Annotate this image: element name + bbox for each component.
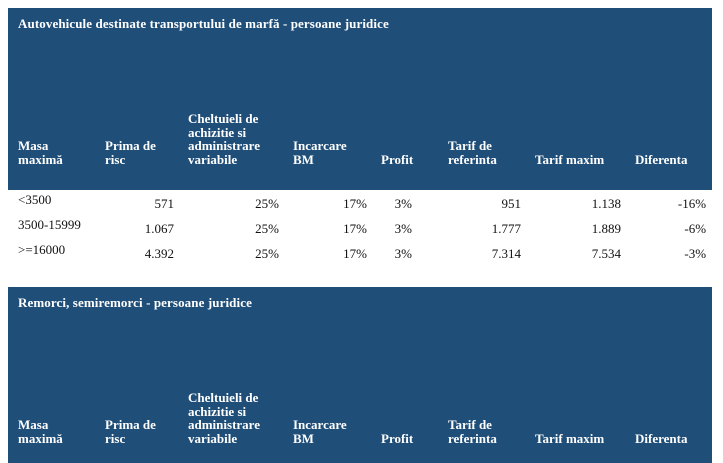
cell-tarif-referinta: 7.314 [430, 240, 527, 265]
cell-profit: 3% [373, 240, 430, 265]
cell-prima-de-risc: 571 [97, 190, 180, 215]
column-header-masa-maxima: Masa maximă [8, 38, 97, 190]
column-header-cheltuieli: Cheltuieli de achizitie si administrare … [180, 317, 285, 463]
cell-masa-maxima: >=16000 [8, 240, 97, 265]
table-title: Autovehicule destinate transportului de … [8, 8, 713, 38]
column-header-incarcare-bm: Incarcare BM [285, 38, 373, 190]
cell-masa-maxima: <3500 [8, 190, 97, 215]
cell-incarcare-bm: 17% [285, 215, 373, 240]
column-header-tarif-maxim: Tarif maxim [527, 38, 627, 190]
cell-incarcare-bm: 17% [285, 240, 373, 265]
column-header-row: Masa maximă Prima de risc Cheltuieli de … [8, 38, 713, 190]
column-header-cheltuieli: Cheltuieli de achizitie si administrare … [180, 38, 285, 190]
cell-diferenta: -16% [627, 190, 713, 215]
table-row: 3500-15999 1.067 25% 17% 3% 1.777 1.889 … [8, 215, 713, 240]
table-title-row: Remorci, semiremorci - persoane juridice [8, 287, 713, 317]
column-header-tarif-de-referinta: Tarif de referinta [430, 38, 527, 190]
cell-cheltuieli: 25% [180, 215, 285, 240]
cell-tarif-referinta: 1.777 [430, 215, 527, 240]
column-header-profit: Profit [373, 38, 430, 190]
column-header-tarif-de-referinta: Tarif de referinta [430, 317, 527, 463]
column-header-prima-de-risc: Prima de risc [97, 38, 180, 190]
cell-profit: 3% [373, 190, 430, 215]
cell-profit: 3% [373, 215, 430, 240]
table-row: <3500 571 25% 17% 3% 951 1.138 -16% [8, 190, 713, 215]
column-header-masa-maxima: Masa maximă [8, 317, 97, 463]
table-title: Remorci, semiremorci - persoane juridice [8, 287, 713, 317]
cell-tarif-maxim: 1.138 [527, 190, 627, 215]
column-header-tarif-maxim: Tarif maxim [527, 317, 627, 463]
cell-masa-maxima: 3500-15999 [8, 215, 97, 240]
cell-diferenta: -6% [627, 215, 713, 240]
table-title-row: Autovehicule destinate transportului de … [8, 8, 713, 38]
cell-cheltuieli: 25% [180, 240, 285, 265]
tariff-table-remorci: Remorci, semiremorci - persoane juridice… [8, 287, 713, 463]
column-header-diferenta: Diferenta [627, 38, 713, 190]
cell-prima-de-risc: 1.067 [97, 215, 180, 240]
column-header-incarcare-bm: Incarcare BM [285, 317, 373, 463]
cell-prima-de-risc: 4.392 [97, 240, 180, 265]
cell-tarif-maxim: 1.889 [527, 215, 627, 240]
column-header-row: Masa maximă Prima de risc Cheltuieli de … [8, 317, 713, 463]
column-header-profit: Profit [373, 317, 430, 463]
table-row: >=16000 4.392 25% 17% 3% 7.314 7.534 -3% [8, 240, 713, 265]
cell-incarcare-bm: 17% [285, 190, 373, 215]
cell-diferenta: -3% [627, 240, 713, 265]
column-header-diferenta: Diferenta [627, 317, 713, 463]
cell-tarif-maxim: 7.534 [527, 240, 627, 265]
tariff-table-autovehicule-marfa: Autovehicule destinate transportului de … [8, 8, 713, 265]
cell-tarif-referinta: 951 [430, 190, 527, 215]
column-header-prima-de-risc: Prima de risc [97, 317, 180, 463]
cell-cheltuieli: 25% [180, 190, 285, 215]
